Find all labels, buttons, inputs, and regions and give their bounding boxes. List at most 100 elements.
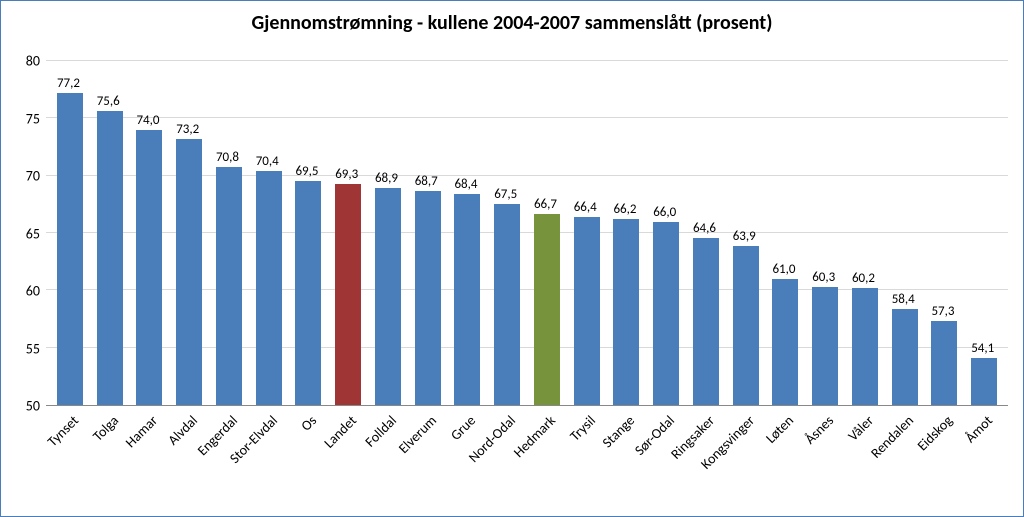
bar-value-label: 70,4 [256,154,279,169]
y-tick-label: 70 [26,168,40,185]
bar: 57,3 [931,321,957,405]
bar: 66,4 [574,217,600,405]
bar-slot: 68,7 [408,61,448,405]
bar: 75,6 [97,111,123,405]
bar-slot: 73,2 [169,61,209,405]
x-tick-label: Grue [448,412,480,444]
x-tick-slot: Trysil [567,406,607,516]
x-tick-label: Åsnes [802,412,838,448]
x-tick-slot: Eidskog [925,406,965,516]
x-tick-slot: Kongsvinger [726,406,766,516]
bar: 58,4 [892,309,918,405]
bar-slot: 58,4 [885,61,925,405]
bar-slot: 66,7 [527,61,567,405]
bar-slot: 69,5 [289,61,329,405]
x-tick-slot: Løten [766,406,806,516]
bar: 73,2 [176,139,202,405]
x-tick-label: Os [298,412,320,434]
x-tick-slot: Elverum [408,406,448,516]
bar-value-label: 66,0 [653,205,676,220]
y-tick-label: 50 [26,398,40,415]
bar-value-label: 64,6 [693,221,716,236]
bar-slot: 63,9 [726,61,766,405]
bar-slot: 74,0 [130,61,170,405]
bar: 70,8 [216,167,242,406]
bar-slot: 66,2 [607,61,647,405]
bar-value-label: 75,6 [97,94,120,109]
bar-slot: 61,0 [766,61,806,405]
x-tick-slot: Rendalen [885,406,925,516]
x-tick-slot: Tolga [90,406,130,516]
bar-slot: 70,8 [209,61,249,405]
chart-container: Gjennomstrømning - kullene 2004-2007 sam… [0,0,1024,517]
x-tick-slot: Tynset [50,406,90,516]
bar: 67,5 [494,204,520,405]
x-tick-slot: Åsnes [805,406,845,516]
bar-value-label: 60,2 [852,271,875,286]
bar-slot: 77,2 [50,61,90,405]
bar: 68,7 [415,191,441,405]
bar: 64,6 [693,238,719,405]
bar: 70,4 [256,171,282,405]
x-tick-slot: Landet [328,406,368,516]
x-tick-slot: Hedmark [527,406,567,516]
bar-value-label: 61,0 [772,262,795,277]
bar-value-label: 69,3 [335,167,358,182]
bar-slot: 70,4 [249,61,289,405]
bar: 68,9 [375,188,401,405]
bar-value-label: 54,1 [971,341,994,356]
bar: 60,2 [852,288,878,405]
y-tick-label: 75 [26,110,40,127]
bar-value-label: 58,4 [892,292,915,307]
bar: 61,0 [772,279,798,405]
bar-slot: 69,3 [328,61,368,405]
bar-value-label: 70,8 [216,150,239,165]
x-tick-label: Løten [763,412,798,447]
x-tick-label: Våler [844,412,876,444]
plot-area: 77,2 75,6 74,0 73,2 70,8 70,4 69,5 69,3 68,9 68,7… [46,61,1008,406]
bar-value-label: 68,7 [415,174,438,189]
bar: 68,4 [454,194,480,405]
y-tick-label: 60 [26,283,40,300]
bar-value-label: 69,5 [295,164,318,179]
y-axis: 50556065707580 [1,61,46,406]
bar-slot: 60,2 [845,61,885,405]
bar-value-label: 73,2 [176,122,199,137]
bar: 77,2 [57,93,83,405]
x-tick-slot: Os [289,406,329,516]
bar: 66,0 [653,222,679,405]
bar-value-label: 66,7 [534,197,557,212]
bar-slot: 75,6 [90,61,130,405]
bar: 74,0 [136,130,162,405]
x-tick-slot: Åmot [964,406,1004,516]
x-axis: TynsetTolgaHamarAlvdalEngerdalStor-Elvda… [46,406,1008,516]
bar: 63,9 [733,246,759,405]
bar-value-label: 66,2 [613,202,636,217]
bar-value-label: 68,4 [454,177,477,192]
bar-slot: 68,4 [448,61,488,405]
bar: 54,1 [971,358,997,405]
y-tick-label: 55 [26,340,40,357]
bar-value-label: 74,0 [136,113,159,128]
bar-slot: 66,4 [567,61,607,405]
bar: 69,5 [295,181,321,405]
bar: 69,3 [335,184,361,405]
bar-slot: 64,6 [686,61,726,405]
bar: 66,2 [613,219,639,405]
bar-value-label: 63,9 [733,229,756,244]
bar-slot: 67,5 [487,61,527,405]
chart-title: Gjennomstrømning - kullene 2004-2007 sam… [1,1,1023,35]
x-tick-slot: Stor-Elvdal [249,406,289,516]
bar: 66,7 [534,214,560,405]
x-tick-slot: Stange [607,406,647,516]
bars-group: 77,2 75,6 74,0 73,2 70,8 70,4 69,5 69,3 68,9 68,7… [46,61,1008,405]
bar-value-label: 77,2 [57,76,80,91]
y-tick-label: 65 [26,225,40,242]
x-tick-slot: Folldal [368,406,408,516]
x-tick-label: Åmot [962,412,996,446]
x-tick-label: Alvdal [165,412,202,449]
x-tick-label: Tynset [44,412,82,450]
bar-slot: 68,9 [368,61,408,405]
bar-slot: 54,1 [964,61,1004,405]
x-tick-slot: Alvdal [169,406,209,516]
